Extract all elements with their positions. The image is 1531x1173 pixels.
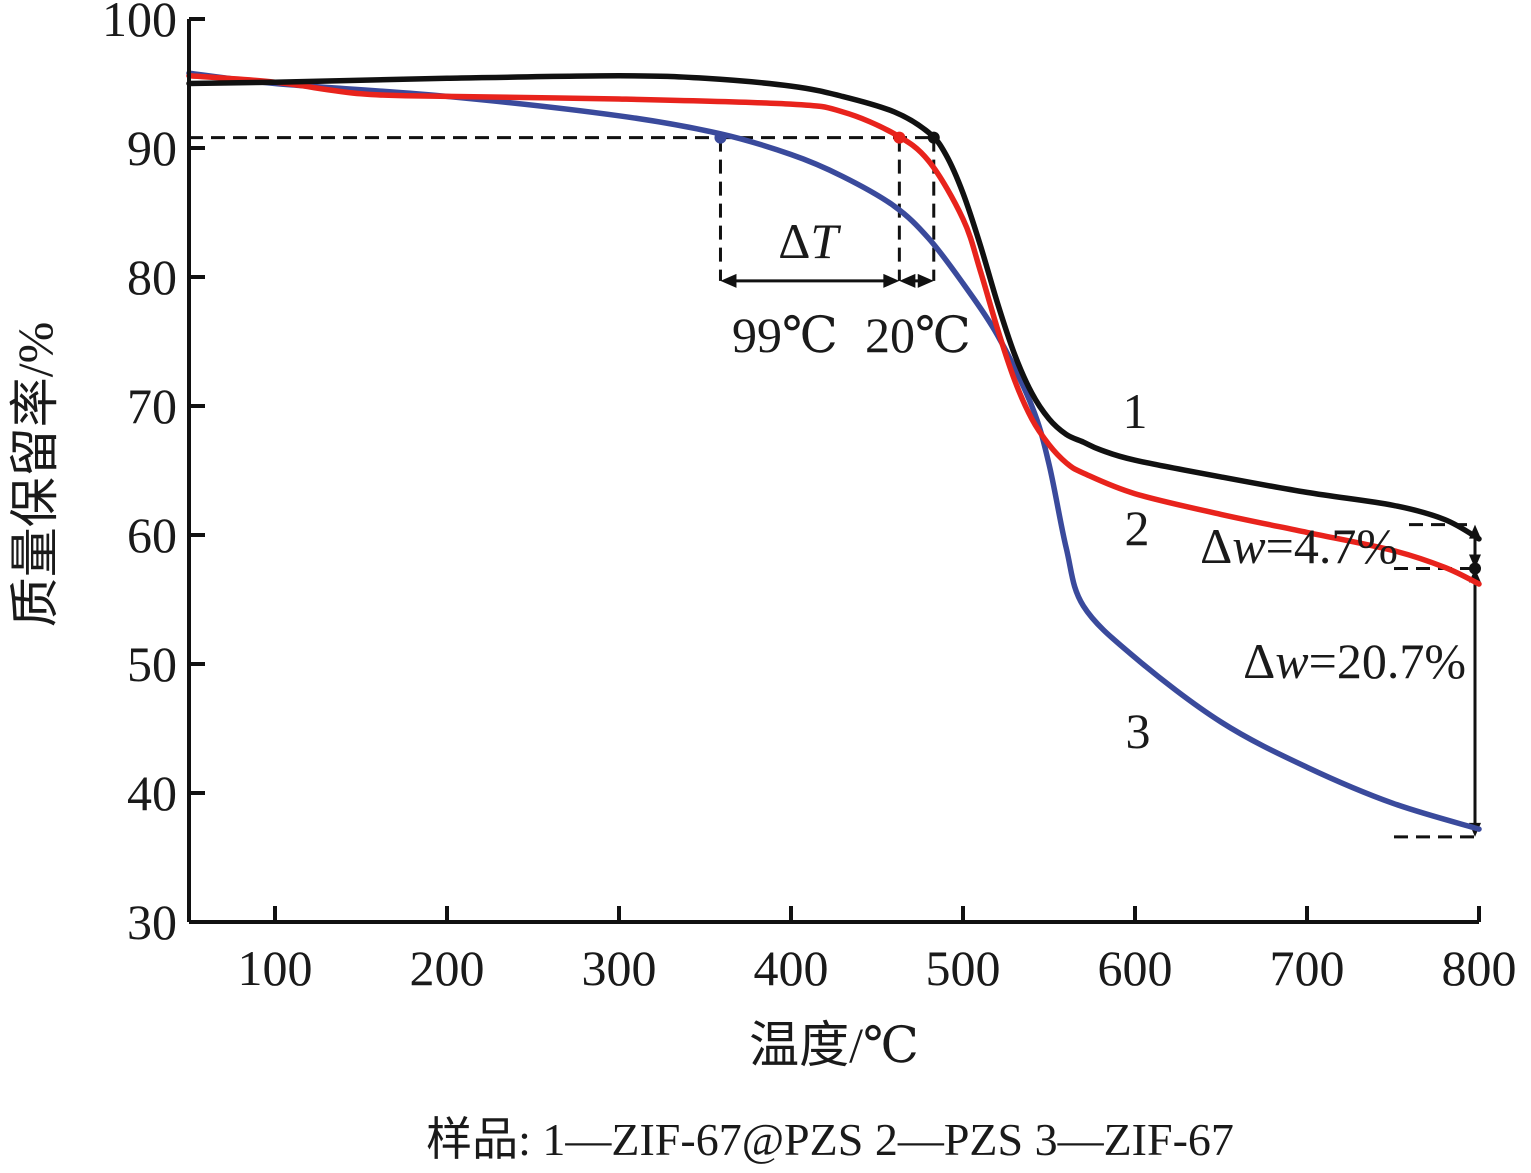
delta-t-label: ΔT: [778, 213, 841, 269]
series-3-number: 3: [1126, 703, 1151, 759]
delta-t-arrow-99-head-left: [720, 273, 737, 288]
gap-20-label: 20℃: [865, 307, 971, 363]
x-axis-title: 温度/℃: [749, 1017, 919, 1073]
y-axis-title: 质量保留率/%: [7, 322, 63, 628]
dw-arrow-small-head-bottom: [1469, 554, 1481, 569]
x-tick-label: 300: [582, 940, 657, 996]
x-tick-label: 400: [754, 940, 829, 996]
delta-t-arrow-99-head-right: [883, 273, 900, 288]
dw-4-7-label: Δw=4.7%: [1200, 518, 1398, 574]
dw-20-7-label: Δw=20.7%: [1243, 633, 1466, 689]
x-tick-label: 700: [1270, 940, 1345, 996]
series-3-line: [186, 70, 1482, 832]
series-2-number: 2: [1125, 500, 1150, 556]
series-1-number: 1: [1123, 383, 1148, 439]
y-tick-label: 70: [127, 378, 177, 434]
series-1-line: [186, 73, 1482, 542]
sample-caption: 样品: 1—ZIF-67@PZS 2—PZS 3—ZIF-67: [426, 1114, 1234, 1165]
x-tick-label: 600: [1098, 940, 1173, 996]
series-2-line: [186, 73, 1482, 587]
y-tick-label: 100: [102, 0, 177, 47]
y-tick-label: 40: [127, 765, 177, 821]
gap-99-label: 99℃: [732, 307, 838, 363]
x-tick-label: 200: [410, 940, 485, 996]
y-tick-label: 60: [127, 507, 177, 563]
text-labels: 30 40 50 60 70 80 90 100 100 200 300 400 500 600 700 80…: [7, 0, 1517, 1165]
x-tick-label: 100: [238, 940, 313, 996]
delta-t-arrow-20-head-right: [917, 273, 934, 288]
delta-t-arrow-20-head-left: [899, 273, 916, 288]
curves: [186, 70, 1482, 832]
y-tick-label: 90: [127, 120, 177, 176]
x-tick-label: 800: [1442, 940, 1517, 996]
dw-mid-point-marker: [1469, 562, 1481, 575]
y-tick-label: 50: [127, 636, 177, 692]
y-tick-label: 80: [127, 249, 177, 305]
x-tick-label: 500: [926, 940, 1001, 996]
y-tick-label: 30: [127, 894, 177, 950]
axes: [187, 17, 1481, 924]
